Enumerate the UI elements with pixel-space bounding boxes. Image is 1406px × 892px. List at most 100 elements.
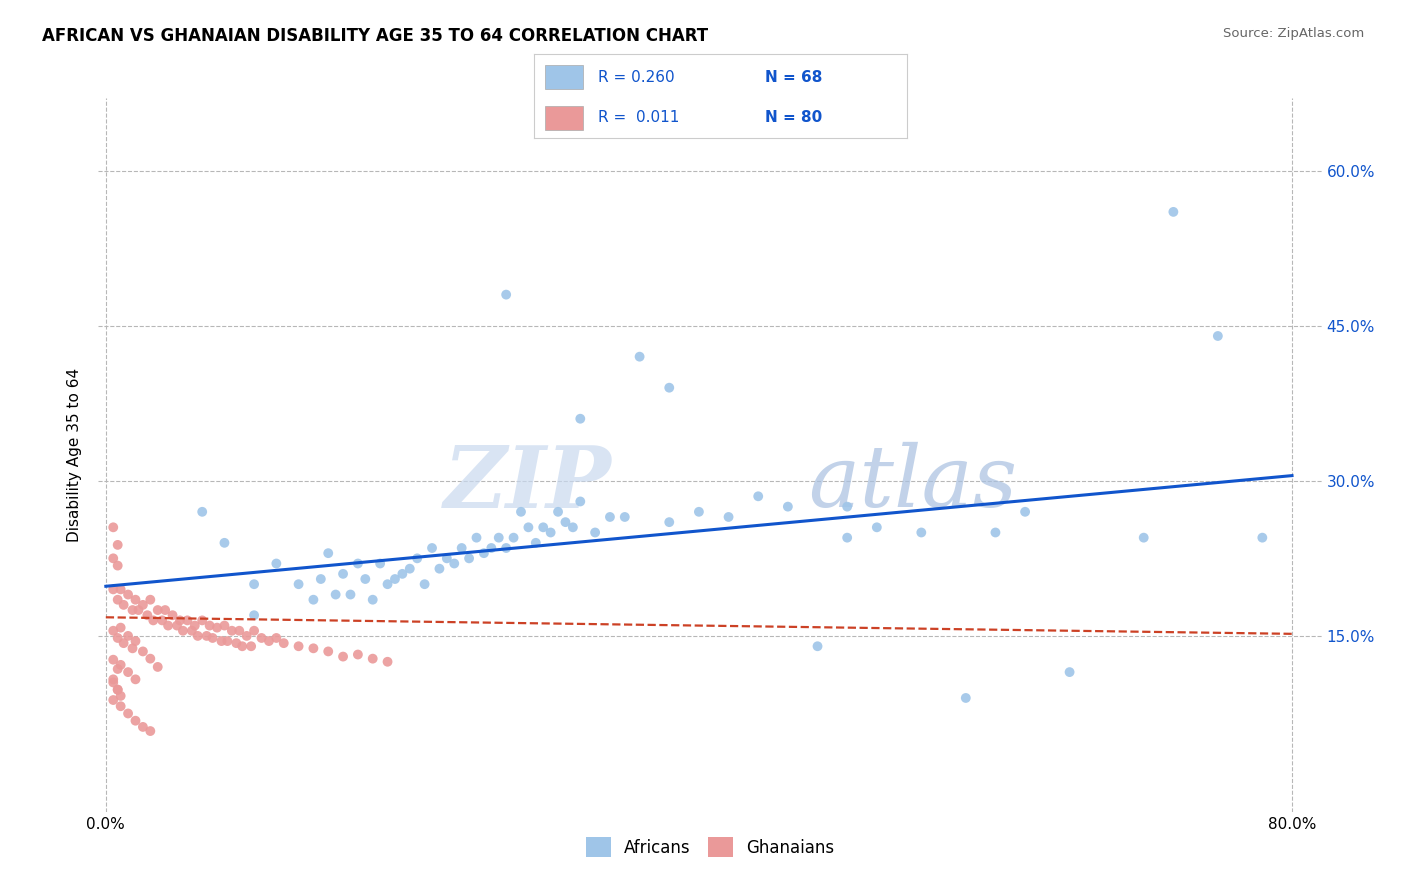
- Point: [866, 520, 889, 534]
- Point: [107, 631, 129, 645]
- Point: [103, 624, 125, 638]
- Point: [420, 541, 443, 555]
- Point: [124, 714, 146, 728]
- Point: [187, 629, 209, 643]
- Point: [561, 520, 583, 534]
- Point: [517, 520, 540, 534]
- Point: [472, 546, 495, 560]
- Point: [146, 603, 169, 617]
- Point: [273, 636, 295, 650]
- Point: [191, 505, 214, 519]
- Legend: Africans, Ghanaians: Africans, Ghanaians: [579, 830, 841, 864]
- Point: [1163, 205, 1185, 219]
- Point: [1014, 505, 1036, 519]
- Point: [139, 651, 162, 665]
- Point: [217, 634, 239, 648]
- Point: [510, 505, 533, 519]
- Point: [221, 624, 243, 638]
- Point: [837, 531, 859, 545]
- Point: [153, 603, 176, 617]
- Point: [107, 682, 129, 697]
- Text: ZIP: ZIP: [444, 442, 612, 525]
- Point: [531, 520, 554, 534]
- Point: [107, 682, 129, 697]
- Point: [103, 693, 125, 707]
- Point: [347, 648, 370, 662]
- Point: [287, 639, 309, 653]
- Point: [191, 614, 214, 628]
- Point: [110, 699, 132, 714]
- Point: [583, 525, 606, 540]
- Point: [124, 634, 146, 648]
- Point: [117, 629, 139, 643]
- Point: [132, 644, 155, 658]
- Point: [266, 631, 288, 645]
- Point: [162, 608, 184, 623]
- Point: [117, 588, 139, 602]
- Point: [377, 577, 399, 591]
- Text: R =  0.011: R = 0.011: [598, 111, 679, 126]
- Point: [391, 566, 413, 581]
- Point: [243, 624, 266, 638]
- Point: [1059, 665, 1081, 679]
- Point: [117, 665, 139, 679]
- Point: [554, 515, 576, 529]
- Point: [398, 562, 420, 576]
- Point: [198, 618, 221, 632]
- Point: [384, 572, 406, 586]
- Point: [107, 538, 129, 552]
- Point: [339, 588, 361, 602]
- Point: [316, 644, 339, 658]
- Point: [458, 551, 481, 566]
- Point: [107, 662, 129, 676]
- Point: [132, 598, 155, 612]
- Point: [103, 653, 125, 667]
- Point: [495, 287, 517, 301]
- Point: [243, 577, 266, 591]
- Point: [688, 505, 710, 519]
- Point: [910, 525, 932, 540]
- Point: [1206, 329, 1229, 343]
- Point: [406, 551, 429, 566]
- Point: [257, 634, 280, 648]
- Point: [121, 603, 143, 617]
- Point: [127, 603, 149, 617]
- Point: [354, 572, 377, 586]
- Point: [302, 641, 325, 656]
- Point: [150, 614, 173, 628]
- Point: [747, 489, 769, 503]
- Point: [658, 515, 681, 529]
- Text: R = 0.260: R = 0.260: [598, 70, 675, 85]
- Point: [1132, 531, 1154, 545]
- Point: [195, 629, 218, 643]
- Point: [658, 381, 681, 395]
- Point: [547, 505, 569, 519]
- Text: N = 68: N = 68: [765, 70, 823, 85]
- Point: [184, 618, 207, 632]
- Point: [502, 531, 524, 545]
- Point: [112, 636, 135, 650]
- FancyBboxPatch shape: [546, 65, 582, 89]
- Point: [240, 639, 263, 653]
- Point: [139, 592, 162, 607]
- Point: [287, 577, 309, 591]
- Point: [124, 592, 146, 607]
- Point: [361, 592, 384, 607]
- Point: [837, 500, 859, 514]
- Point: [309, 572, 332, 586]
- Text: N = 80: N = 80: [765, 111, 823, 126]
- Point: [110, 689, 132, 703]
- Point: [250, 631, 273, 645]
- Point: [984, 525, 1007, 540]
- Point: [465, 531, 488, 545]
- Point: [717, 510, 740, 524]
- Point: [332, 566, 354, 581]
- Point: [225, 636, 247, 650]
- Point: [201, 631, 224, 645]
- Point: [302, 592, 325, 607]
- Point: [955, 690, 977, 705]
- Point: [540, 525, 562, 540]
- Point: [132, 720, 155, 734]
- Point: [139, 724, 162, 739]
- Point: [107, 592, 129, 607]
